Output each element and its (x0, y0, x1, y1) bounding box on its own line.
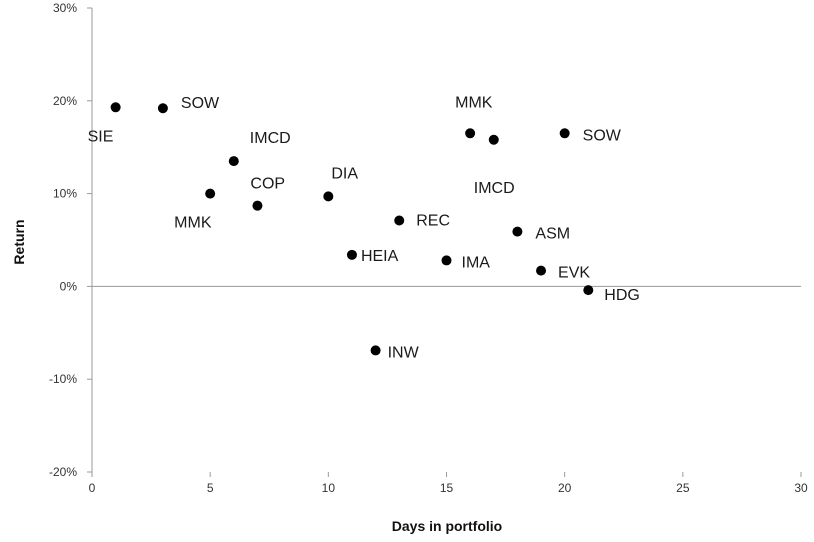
y-axis-title: Return (11, 219, 27, 264)
y-tick-label: 10% (53, 187, 77, 201)
point-label: IMCD (474, 180, 515, 197)
x-tick-label: 15 (440, 481, 454, 495)
point-label: MMK (455, 94, 493, 111)
point-label: IMA (462, 254, 491, 271)
data-point (559, 128, 570, 139)
data-point (370, 345, 381, 356)
data-point (252, 200, 263, 211)
point-labels: SIE SOW MMK IMCD COP DIA HEIA INW REC IMA MMK IMCD A… (88, 94, 640, 361)
data-point (323, 191, 334, 202)
x-tick-label: 10 (322, 481, 336, 495)
point-label: HDG (604, 287, 640, 304)
x-tick-label: 5 (207, 481, 214, 495)
data-point (583, 285, 594, 296)
data-point (157, 103, 168, 114)
y-tick-label: -10% (49, 372, 77, 386)
data-points (110, 102, 594, 356)
point-label: EVK (558, 265, 590, 282)
axes (87, 7, 802, 477)
point-label: REC (416, 213, 450, 230)
data-point (228, 156, 239, 167)
y-tick-label: 0% (60, 279, 78, 293)
data-point (394, 215, 405, 226)
point-label: COP (250, 176, 285, 193)
data-point (205, 188, 216, 199)
point-label: ASM (535, 226, 570, 243)
data-point (110, 102, 121, 113)
x-tick-label: 25 (676, 481, 690, 495)
data-point (536, 265, 547, 276)
x-tick-label: 0 (89, 481, 96, 495)
point-label: SOW (181, 95, 220, 112)
data-point (512, 226, 523, 237)
point-label: INW (388, 344, 420, 361)
point-label: HEIA (361, 248, 399, 265)
point-label: SOW (583, 127, 622, 144)
data-point (488, 134, 499, 145)
point-label: DIA (331, 165, 358, 182)
x-tick-label: 30 (794, 481, 808, 495)
point-label: MMK (174, 215, 212, 232)
data-point (441, 255, 452, 266)
x-tick-label: 20 (558, 481, 572, 495)
y-tick-label: 20% (53, 94, 77, 108)
y-tick-label: -20% (49, 465, 77, 479)
point-label: SIE (88, 128, 114, 145)
data-point (346, 249, 357, 260)
tick-labels: 0 5 10 15 20 25 30 -20% -10% 0% 10% 20% 30% (49, 1, 808, 495)
x-axis-title: Days in portfolio (392, 518, 502, 534)
data-point (465, 128, 476, 139)
point-label: IMCD (250, 130, 291, 147)
y-tick-label: 30% (53, 1, 77, 15)
